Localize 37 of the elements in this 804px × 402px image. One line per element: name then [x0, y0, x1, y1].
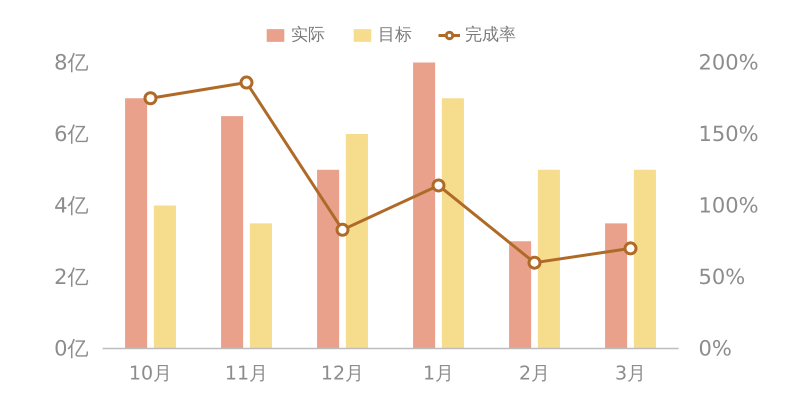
- bar: [317, 170, 340, 348]
- legend-label: 目标: [378, 24, 412, 46]
- x-tick-label: 11月: [224, 362, 268, 384]
- bar: [346, 134, 368, 348]
- y-tick-label: 2亿: [54, 265, 89, 289]
- bar: [605, 223, 628, 348]
- bar: [250, 223, 272, 348]
- x-tick-label: 3月: [614, 362, 646, 384]
- legend-label: 实际: [291, 24, 325, 46]
- bar: [125, 98, 148, 348]
- x-tick-label: 12月: [320, 362, 364, 384]
- y-tick-label: 4亿: [54, 194, 89, 218]
- y2-tick-label: 100%: [698, 194, 759, 218]
- x-tick-label: 2月: [518, 362, 550, 384]
- point: [336, 222, 350, 237]
- bar: [509, 241, 532, 348]
- y-tick-label: 0亿: [54, 336, 89, 360]
- point: [240, 76, 254, 90]
- point: [624, 241, 638, 256]
- y-tick-label: 6亿: [54, 122, 89, 146]
- bar: [221, 116, 244, 348]
- bar: [538, 170, 560, 348]
- y2-tick-label: 50%: [698, 265, 746, 289]
- y-tick-label: 8亿: [54, 50, 89, 74]
- bar: [634, 170, 656, 348]
- y2-tick-label: 200%: [698, 50, 759, 74]
- bar: [413, 62, 436, 348]
- bar: [442, 98, 464, 348]
- point: [144, 91, 158, 106]
- point: [432, 178, 446, 192]
- point: [528, 256, 542, 270]
- x-tick-label: 1月: [422, 362, 454, 384]
- x-tick-label: 10月: [128, 362, 172, 384]
- legend-label: 完成率: [465, 24, 516, 46]
- y2-tick-label: 150%: [698, 122, 759, 146]
- y2-tick-label: 0%: [698, 336, 732, 360]
- bar: [154, 206, 176, 348]
